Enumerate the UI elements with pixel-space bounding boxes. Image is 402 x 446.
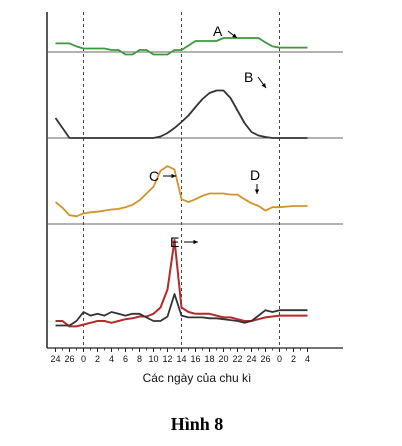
label-b: B xyxy=(244,69,253,85)
x-tick-label: 22 xyxy=(232,354,242,364)
x-tick-label: 26 xyxy=(260,354,270,364)
series-line-4-2 xyxy=(55,293,308,327)
x-tick-label: 0 xyxy=(81,354,86,364)
series-line-4-1 xyxy=(55,239,308,328)
x-tick-label: 24 xyxy=(50,354,60,364)
curve-annotations: A B C D E xyxy=(149,23,267,250)
x-tick-label: 18 xyxy=(204,354,214,364)
x-tick-label: 14 xyxy=(176,354,186,364)
x-tick-label: 2 xyxy=(95,354,100,364)
x-tick-label: 24 xyxy=(246,354,256,364)
label-b-arrow-head xyxy=(261,83,266,88)
series-line-2-1 xyxy=(54,89,308,139)
x-tick-label: 4 xyxy=(109,354,114,364)
x-axis-title: Các ngày của chu kì xyxy=(143,371,252,385)
x-tick-label: 20 xyxy=(218,354,228,364)
x-tick-label: 10 xyxy=(148,354,158,364)
label-c: C xyxy=(149,168,159,184)
x-tick-label: 8 xyxy=(137,354,142,364)
x-tick-label: 6 xyxy=(123,354,128,364)
label-a-arrow-head xyxy=(232,33,237,38)
label-a: A xyxy=(213,23,223,39)
label-e: E xyxy=(170,234,179,250)
x-tick-label: 0 xyxy=(277,354,282,364)
panel-lines xyxy=(54,37,308,328)
label-e-arrow-head xyxy=(193,239,198,245)
x-axis-ticks: 24 26 0 2 4 6 8 10 12 14 16 18 20 22 24 26 0 2 4 xyxy=(50,348,310,364)
label-d-arrow-head xyxy=(254,189,260,194)
x-tick-label: 16 xyxy=(190,354,200,364)
chart-frame xyxy=(46,12,343,349)
figure-caption: Hình 8 xyxy=(171,414,224,434)
dashed-day-markers xyxy=(83,12,280,348)
x-tick-label: 4 xyxy=(305,354,310,364)
x-tick-label: 2 xyxy=(291,354,296,364)
series-line-3-1 xyxy=(54,165,308,218)
x-tick-label: 26 xyxy=(64,354,74,364)
label-d: D xyxy=(250,167,260,183)
label-c-arrow-head xyxy=(171,173,176,179)
series-line-1-1 xyxy=(55,37,308,56)
x-tick-label: 12 xyxy=(162,354,172,364)
